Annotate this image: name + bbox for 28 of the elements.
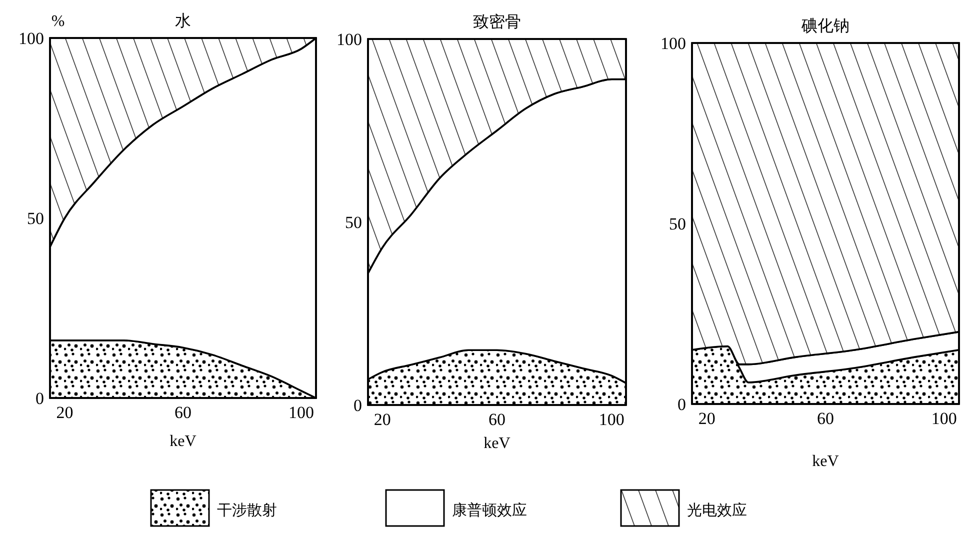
y-tick-label: 0: [678, 394, 686, 414]
x-tick-label: 60: [817, 409, 834, 428]
legend-label: 康普顿效应: [452, 501, 527, 519]
chart-title: 致密骨: [473, 12, 521, 31]
chart-title: 水: [175, 11, 191, 30]
y-tick-label: 50: [27, 208, 44, 228]
legend-label: 干涉散射: [217, 501, 277, 519]
y-tick-label: 50: [669, 214, 686, 234]
chart-title: 碘化钠: [800, 16, 850, 35]
x-axis-title: keV: [812, 453, 840, 470]
x-axis-title: keV: [170, 433, 197, 450]
legend-label: 光电效应: [687, 501, 747, 519]
y-tick-label: 0: [354, 396, 362, 415]
x-tick-label: 60: [488, 410, 506, 429]
x-tick-label: 100: [931, 409, 957, 428]
x-tick-label: 100: [598, 410, 624, 429]
x-axis-title: keV: [484, 435, 511, 452]
y-tick-label: 100: [336, 30, 362, 49]
x-tick-label: 20: [56, 403, 74, 422]
x-tick-label: 60: [174, 403, 192, 422]
x-tick-label: 20: [374, 410, 391, 429]
x-tick-label: 100: [288, 403, 314, 422]
y-tick-label: 50: [345, 212, 362, 232]
x-tick-label: 20: [698, 409, 716, 428]
y-tick-label: 100: [18, 28, 44, 48]
y-tick-label: 0: [36, 388, 44, 408]
y-axis-title: %: [51, 13, 65, 30]
y-tick-label: 100: [660, 34, 686, 53]
